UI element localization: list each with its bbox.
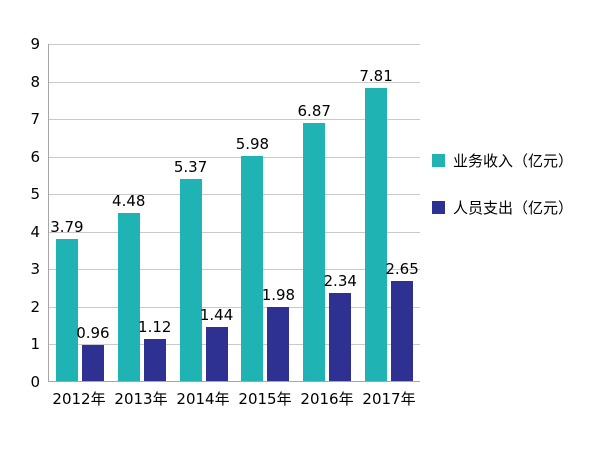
bar: 6.87 xyxy=(298,102,331,381)
gridline xyxy=(49,156,420,158)
bar-group: 5.98 1.98 xyxy=(234,44,296,381)
bar-value-label: 2.34 xyxy=(323,272,357,291)
bar-value-label: 5.98 xyxy=(235,135,270,154)
legend-swatch-icon xyxy=(432,201,445,214)
plot-area: 3.79 0.96 4.48 1.12 5.37 1.44 5.98 1.98 6.87 2.34… xyxy=(48,44,420,382)
bar: 5.98 xyxy=(236,135,269,381)
bar-group: 4.48 1.12 xyxy=(111,44,173,381)
gridline xyxy=(49,269,420,271)
bar: 7.81 xyxy=(359,67,393,381)
bars-row: 3.79 0.96 4.48 1.12 5.37 1.44 5.98 1.98 6.87 2.34… xyxy=(49,44,420,381)
bar-group: 3.79 0.96 xyxy=(49,44,111,381)
bar: 0.96 xyxy=(76,324,110,381)
legend: 业务收入（亿元） 人员支出（亿元） xyxy=(432,150,573,218)
y-tick-label: 4 xyxy=(30,222,40,241)
bar-value-label: 3.79 xyxy=(50,217,84,236)
x-tick-label: 2014年 xyxy=(176,390,230,408)
x-axis-labels: 2012年 2013年 2014年 2015年 2016年 2017年 xyxy=(48,388,420,409)
x-tick-label: 2012年 xyxy=(52,390,106,408)
bar-value-label: 0.96 xyxy=(76,323,110,342)
bar-value-label: 7.81 xyxy=(359,66,393,85)
bar-group: 5.37 1.44 xyxy=(173,44,235,381)
y-tick-label: 0 xyxy=(30,373,40,391)
legend-item: 人员支出（亿元） xyxy=(432,197,573,218)
bar: 5.37 xyxy=(174,158,207,381)
gridline xyxy=(49,119,420,121)
bar-group: 7.81 2.65 xyxy=(358,44,420,381)
bar-value-label: 1.44 xyxy=(199,305,234,324)
legend-swatch-icon xyxy=(432,154,445,167)
legend-label: 人员支出（亿元） xyxy=(453,199,574,217)
x-tick-label: 2016年 xyxy=(300,390,354,408)
y-tick-label: 7 xyxy=(30,110,40,129)
bar-value-label: 5.37 xyxy=(173,158,208,177)
gridline xyxy=(49,306,420,308)
y-tick-label: 8 xyxy=(30,72,40,91)
bar-value-label: 6.87 xyxy=(297,102,331,120)
y-tick-label: 3 xyxy=(30,260,40,279)
y-tick-label: 1 xyxy=(30,335,40,354)
bar-value-label: 4.48 xyxy=(112,191,146,210)
gridline xyxy=(49,231,420,233)
legend-item: 业务收入（亿元） xyxy=(432,150,573,171)
bar: 1.44 xyxy=(200,306,233,381)
bar-value-label: 1.12 xyxy=(138,317,172,336)
x-tick-label: 2017年 xyxy=(362,390,416,408)
bar: 4.48 xyxy=(112,192,145,381)
x-tick-label: 2015年 xyxy=(238,390,292,408)
y-tick-label: 6 xyxy=(30,147,40,166)
bar-value-label: 1.98 xyxy=(261,285,296,304)
y-tick-label: 5 xyxy=(30,185,40,204)
bar: 2.65 xyxy=(385,260,419,381)
y-tick-label: 9 xyxy=(30,35,40,53)
y-tick-label: 2 xyxy=(30,297,40,316)
bar-group: 6.87 2.34 xyxy=(296,44,358,381)
bar: 3.79 xyxy=(50,218,84,381)
bar: 1.12 xyxy=(138,318,171,381)
x-tick-label: 2013年 xyxy=(114,390,168,408)
legend-label: 业务收入（亿元） xyxy=(453,152,574,170)
gridline xyxy=(49,81,420,83)
gridline xyxy=(49,44,420,45)
bar: 2.34 xyxy=(324,272,357,381)
bar-value-label: 2.65 xyxy=(385,260,419,279)
gridline xyxy=(49,194,420,196)
bar: 1.98 xyxy=(262,286,295,381)
gridline xyxy=(49,344,420,346)
